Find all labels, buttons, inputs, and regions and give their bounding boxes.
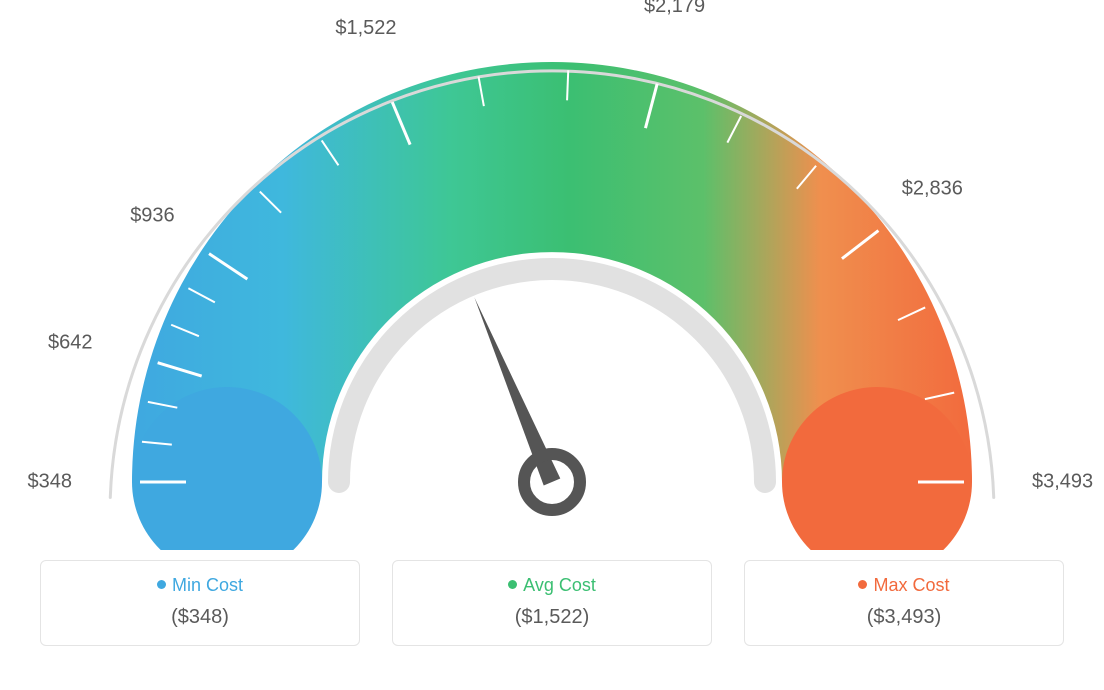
legend-dot-avg [508,580,517,589]
legend-title-avg: Avg Cost [393,575,711,596]
legend-title-min: Min Cost [41,575,359,596]
gauge-tick-label: $348 [28,471,73,494]
legend-label-avg: Avg Cost [523,575,596,595]
gauge-tick-label: $3,493 [1032,471,1093,494]
legend-card-max: Max Cost ($3,493) [744,560,1064,646]
legend-card-avg: Avg Cost ($1,522) [392,560,712,646]
cost-gauge-container: $348 $642 $936 $1,522 $2,179 $2,836 $3,493 Min… [0,0,1104,690]
legend-row: Min Cost ($348) Avg Cost ($1,522) Max Co… [0,550,1104,646]
gauge-tick-label: $936 [130,204,175,227]
legend-label-min: Min Cost [172,575,243,595]
legend-title-max: Max Cost [745,575,1063,596]
gauge-area: $348$642$936$1,522$2,179$2,836$3,493 [0,10,1104,550]
gauge-tick-label: $1,522 [335,17,396,40]
legend-dot-max [858,580,867,589]
legend-dot-min [157,580,166,589]
gauge-chart [0,10,1104,550]
gauge-tick-label: $2,179 [644,0,705,18]
legend-value-avg: ($1,522) [393,606,711,629]
legend-card-min: Min Cost ($348) [40,560,360,646]
legend-value-min: ($348) [41,606,359,629]
gauge-tick-label: $2,836 [902,178,963,201]
legend-value-max: ($3,493) [745,606,1063,629]
legend-label-max: Max Cost [873,575,949,595]
gauge-tick-label: $642 [48,332,93,355]
